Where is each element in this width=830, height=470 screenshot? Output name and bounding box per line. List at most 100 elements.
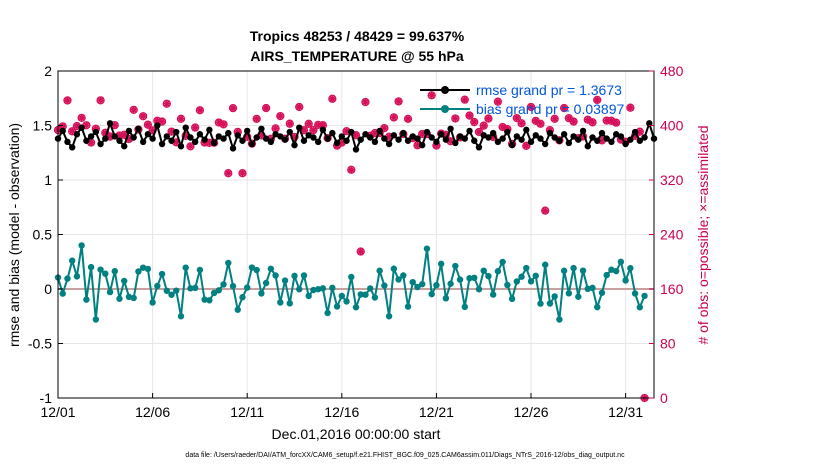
bias-point-31 (201, 296, 208, 303)
bias-point-10 (102, 270, 109, 277)
rmse-point-6 (83, 137, 90, 144)
legend-rmse-marker (441, 86, 449, 94)
obs-assimilated-point-37 (229, 104, 237, 112)
bias-point-22 (158, 270, 166, 278)
obs-assimilated-point-36 (224, 169, 232, 177)
bias-point-124 (641, 292, 648, 300)
bias-point-82 (442, 295, 450, 302)
bias-point-67 (371, 294, 379, 301)
obs-assimilated-point-118 (612, 119, 620, 127)
obs-assimilated-point-2 (63, 96, 71, 104)
obs-assimilated-point-89 (475, 128, 483, 136)
obs-assimilated-point-79 (428, 91, 436, 99)
obs-assimilated-point-122 (631, 132, 639, 140)
obs-assimilated-point-115 (598, 136, 606, 144)
rmse-point-48 (281, 136, 289, 143)
bias-point-105 (551, 293, 558, 300)
rmse-point-92 (489, 129, 497, 137)
bias-point-30 (196, 266, 204, 274)
bias-point-71 (390, 265, 398, 272)
obs-assimilated-point-94 (499, 123, 507, 131)
rmse-point-96 (508, 141, 516, 149)
bias-point-51 (296, 286, 303, 293)
rmse-point-45 (267, 138, 275, 146)
obs-assimilated-point-32 (205, 139, 213, 147)
bias-point-52 (300, 272, 308, 279)
obs-assimilated-point-1 (59, 122, 67, 130)
obs-assimilated-point-103 (541, 207, 549, 215)
rmse-point-109 (570, 133, 577, 140)
rmse-point-7 (87, 133, 95, 140)
rmse-point-123 (636, 137, 644, 144)
obs-assimilated-point-123 (636, 128, 644, 136)
rmse-point-101 (532, 132, 539, 139)
bias-point-68 (376, 267, 383, 274)
obs-assimilated-point-51 (295, 103, 303, 111)
rmse-point-55 (314, 138, 322, 146)
rmse-point-31 (201, 136, 208, 143)
rmse-point-50 (291, 141, 298, 149)
obs-assimilated-point-69 (380, 124, 388, 132)
rmse-point-28 (187, 134, 194, 141)
rmse-point-33 (210, 139, 218, 147)
rmse-point-93 (494, 138, 502, 146)
bias-point-40 (244, 284, 251, 291)
obs-assimilated-point-87 (466, 112, 474, 120)
bias-point-8 (92, 316, 100, 323)
obs-assimilated-point-108 (565, 114, 573, 122)
obs-assimilated-point-76 (413, 141, 421, 149)
bias-point-46 (272, 272, 279, 279)
obs-assimilated-point-24 (168, 128, 176, 136)
obs-assimilated-point-98 (518, 119, 526, 127)
obs-assimilated-point-10 (101, 129, 109, 137)
bias-point-39 (239, 294, 246, 301)
bias-point-100 (527, 278, 535, 285)
x-tick-label-1: 12/06 (135, 404, 170, 420)
bias-point-93 (494, 268, 502, 275)
obs-assimilated-point-42 (253, 115, 261, 123)
rmse-point-73 (400, 129, 407, 137)
rmse-point-113 (589, 134, 596, 141)
rmse-point-64 (357, 136, 364, 143)
obs-assimilated-point-43 (257, 131, 265, 139)
obs-assimilated-point-99 (522, 142, 530, 150)
obs-assimilated-point-21 (153, 117, 161, 125)
bias-point-107 (560, 267, 568, 274)
rmse-point-32 (206, 126, 213, 134)
bias-point-69 (381, 282, 388, 289)
obs-assimilated-point-100 (527, 103, 535, 111)
obs-assimilated-point-93 (494, 98, 502, 106)
obs-assimilated-point-19 (144, 121, 152, 129)
y-tick-label-3: 0.5 (33, 227, 53, 243)
bias-point-7 (87, 263, 95, 271)
bias-point-113 (589, 284, 596, 292)
bias-point-50 (291, 272, 298, 280)
rmse-point-114 (594, 137, 601, 144)
rmse-point-104 (546, 129, 554, 137)
rmse-point-29 (191, 138, 199, 146)
rmse-point-117 (608, 138, 615, 146)
obs-assimilated-point-52 (300, 126, 308, 134)
x-tick-label-4: 12/21 (419, 404, 454, 420)
obs-assimilated-point-82 (442, 131, 450, 139)
bias-point-87 (466, 275, 473, 282)
rmse-point-107 (560, 131, 568, 138)
bias-point-84 (452, 262, 459, 270)
rmse-point-22 (158, 140, 166, 148)
bias-point-77 (419, 280, 426, 288)
obs-assimilated-point-23 (163, 100, 171, 108)
rmse-point-11 (106, 120, 114, 127)
rmse-point-116 (603, 135, 610, 142)
rmse-point-67 (371, 138, 379, 146)
bias-point-28 (187, 285, 194, 292)
bias-point-63 (352, 304, 360, 311)
obs-assimilated-point-70 (385, 133, 393, 141)
rmse-point-78 (423, 128, 431, 136)
bias-point-11 (106, 288, 114, 296)
obs-assimilated-point-107 (560, 104, 568, 112)
rmse-point-27 (182, 124, 189, 131)
rmse-point-51 (296, 124, 303, 131)
bias-point-89 (475, 286, 483, 293)
bias-point-2 (64, 275, 71, 282)
rmse-point-5 (78, 124, 85, 131)
